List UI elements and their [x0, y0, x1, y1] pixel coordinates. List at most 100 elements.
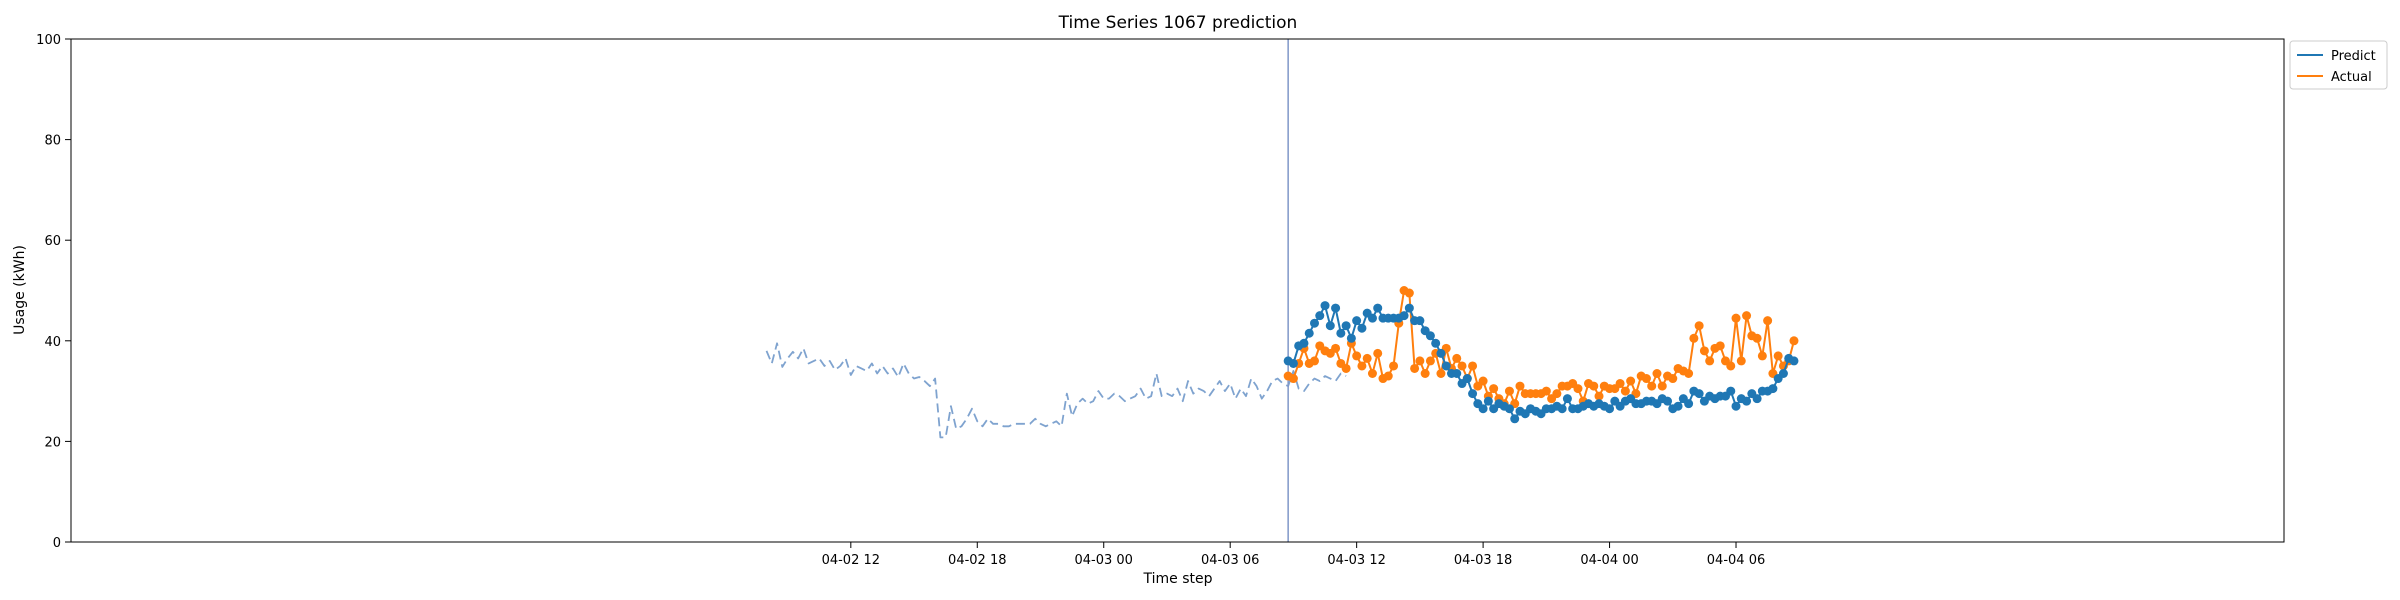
- x-axis-title: Time step: [1143, 571, 1213, 587]
- data-point-predict: [1299, 338, 1309, 348]
- y-tick-label: 20: [44, 435, 61, 450]
- data-point-predict: [1557, 404, 1567, 414]
- data-point-predict: [1431, 338, 1441, 348]
- data-point-predict: [1673, 401, 1683, 411]
- data-point-actual: [1373, 348, 1383, 358]
- data-point-predict: [1404, 303, 1414, 313]
- data-point-actual: [1410, 363, 1420, 373]
- y-tick-label: 60: [44, 234, 61, 249]
- data-point-actual: [1288, 374, 1298, 384]
- data-point-predict: [1415, 316, 1425, 326]
- data-point-predict: [1742, 396, 1752, 406]
- data-point-predict: [1478, 404, 1488, 414]
- data-point-actual: [1757, 351, 1767, 361]
- data-point-predict: [1373, 303, 1383, 313]
- x-tick-label: 04-02 18: [948, 553, 1006, 568]
- data-point-actual: [1478, 376, 1488, 386]
- data-point-predict: [1510, 414, 1520, 424]
- series-predict: [1283, 301, 1799, 424]
- data-point-predict: [1325, 321, 1335, 331]
- data-point-predict: [1752, 394, 1762, 404]
- data-point-actual: [1331, 343, 1341, 353]
- y-axis: 0 20 40 60 80 100: [36, 33, 71, 551]
- data-point-predict: [1341, 321, 1351, 331]
- data-point-actual: [1362, 353, 1372, 363]
- data-point-actual: [1515, 381, 1525, 391]
- data-point-actual: [1425, 356, 1435, 366]
- data-point-predict: [1768, 384, 1778, 394]
- data-point-predict: [1425, 331, 1435, 341]
- data-point-actual: [1763, 316, 1773, 326]
- data-point-actual: [1726, 361, 1736, 371]
- data-point-predict: [1462, 374, 1472, 384]
- data-point-predict: [1346, 333, 1356, 343]
- data-point-actual: [1552, 389, 1562, 399]
- data-point-actual: [1310, 356, 1319, 366]
- x-tick-label: 04-03 00: [1075, 553, 1133, 568]
- data-point-actual: [1594, 391, 1604, 401]
- data-point-actual: [1641, 374, 1651, 384]
- data-point-actual: [1341, 363, 1351, 373]
- data-point-predict: [1367, 313, 1377, 323]
- data-point-predict: [1357, 323, 1367, 333]
- data-point-actual: [1699, 346, 1709, 356]
- series-actual: [1283, 286, 1799, 409]
- data-point-actual: [1694, 321, 1704, 331]
- data-point-actual: [1705, 356, 1715, 366]
- data-point-actual: [1668, 374, 1678, 384]
- data-point-actual: [1541, 386, 1551, 396]
- data-point-actual: [1752, 333, 1762, 343]
- legend: Predict Actual: [2289, 40, 2388, 90]
- data-point-actual: [1684, 369, 1694, 378]
- x-tick-label: 04-03 18: [1454, 553, 1512, 568]
- data-point-predict: [1452, 369, 1462, 378]
- x-axis: 04-02 12 04-02 18 04-03 00 04-03 06 04-03 12…: [822, 542, 1765, 568]
- data-point-actual: [1415, 356, 1425, 366]
- data-point-actual: [1657, 381, 1667, 391]
- data-point-actual: [1489, 384, 1499, 394]
- data-point-actual: [1647, 381, 1657, 391]
- data-point-actual: [1736, 356, 1746, 366]
- data-point-actual: [1367, 369, 1377, 378]
- y-axis-title: Usage (kWh): [12, 245, 28, 335]
- data-point-actual: [1589, 381, 1599, 391]
- data-point-predict: [1663, 396, 1673, 406]
- y-tick-label: 0: [53, 536, 61, 551]
- legend-item-predict: Predict: [2297, 49, 2376, 64]
- data-point-actual: [1573, 384, 1583, 394]
- data-point-actual: [1742, 311, 1752, 321]
- data-point-actual: [1352, 351, 1362, 361]
- data-point-predict: [1310, 318, 1319, 328]
- data-point-actual: [1357, 361, 1367, 371]
- data-point-predict: [1352, 316, 1362, 326]
- data-point-predict: [1605, 404, 1615, 414]
- legend-item-actual: Actual: [2297, 70, 2372, 85]
- data-point-actual: [1436, 369, 1446, 378]
- data-point-predict: [1483, 396, 1493, 406]
- data-point-predict: [1288, 358, 1298, 368]
- data-point-actual: [1652, 369, 1662, 378]
- data-point-predict: [1562, 394, 1572, 404]
- data-point-actual: [1389, 361, 1399, 371]
- chart-marks: [765, 39, 1799, 542]
- data-point-predict: [1694, 389, 1704, 399]
- data-point-actual: [1773, 351, 1783, 361]
- data-point-predict: [1726, 386, 1736, 396]
- data-point-predict: [1304, 328, 1314, 338]
- history-line: [765, 342, 1347, 439]
- data-point-actual: [1452, 353, 1462, 363]
- x-tick-label: 04-02 12: [822, 553, 880, 568]
- data-point-predict: [1778, 369, 1788, 378]
- data-point-actual: [1420, 369, 1430, 378]
- data-point-actual: [1620, 386, 1630, 396]
- data-point-predict: [1320, 301, 1330, 311]
- data-point-predict: [1504, 404, 1514, 414]
- y-tick-label: 80: [44, 134, 61, 149]
- data-point-actual: [1404, 288, 1414, 298]
- data-point-predict: [1441, 361, 1451, 371]
- data-point-actual: [1689, 333, 1699, 343]
- data-point-actual: [1615, 379, 1625, 389]
- data-point-predict: [1684, 399, 1694, 409]
